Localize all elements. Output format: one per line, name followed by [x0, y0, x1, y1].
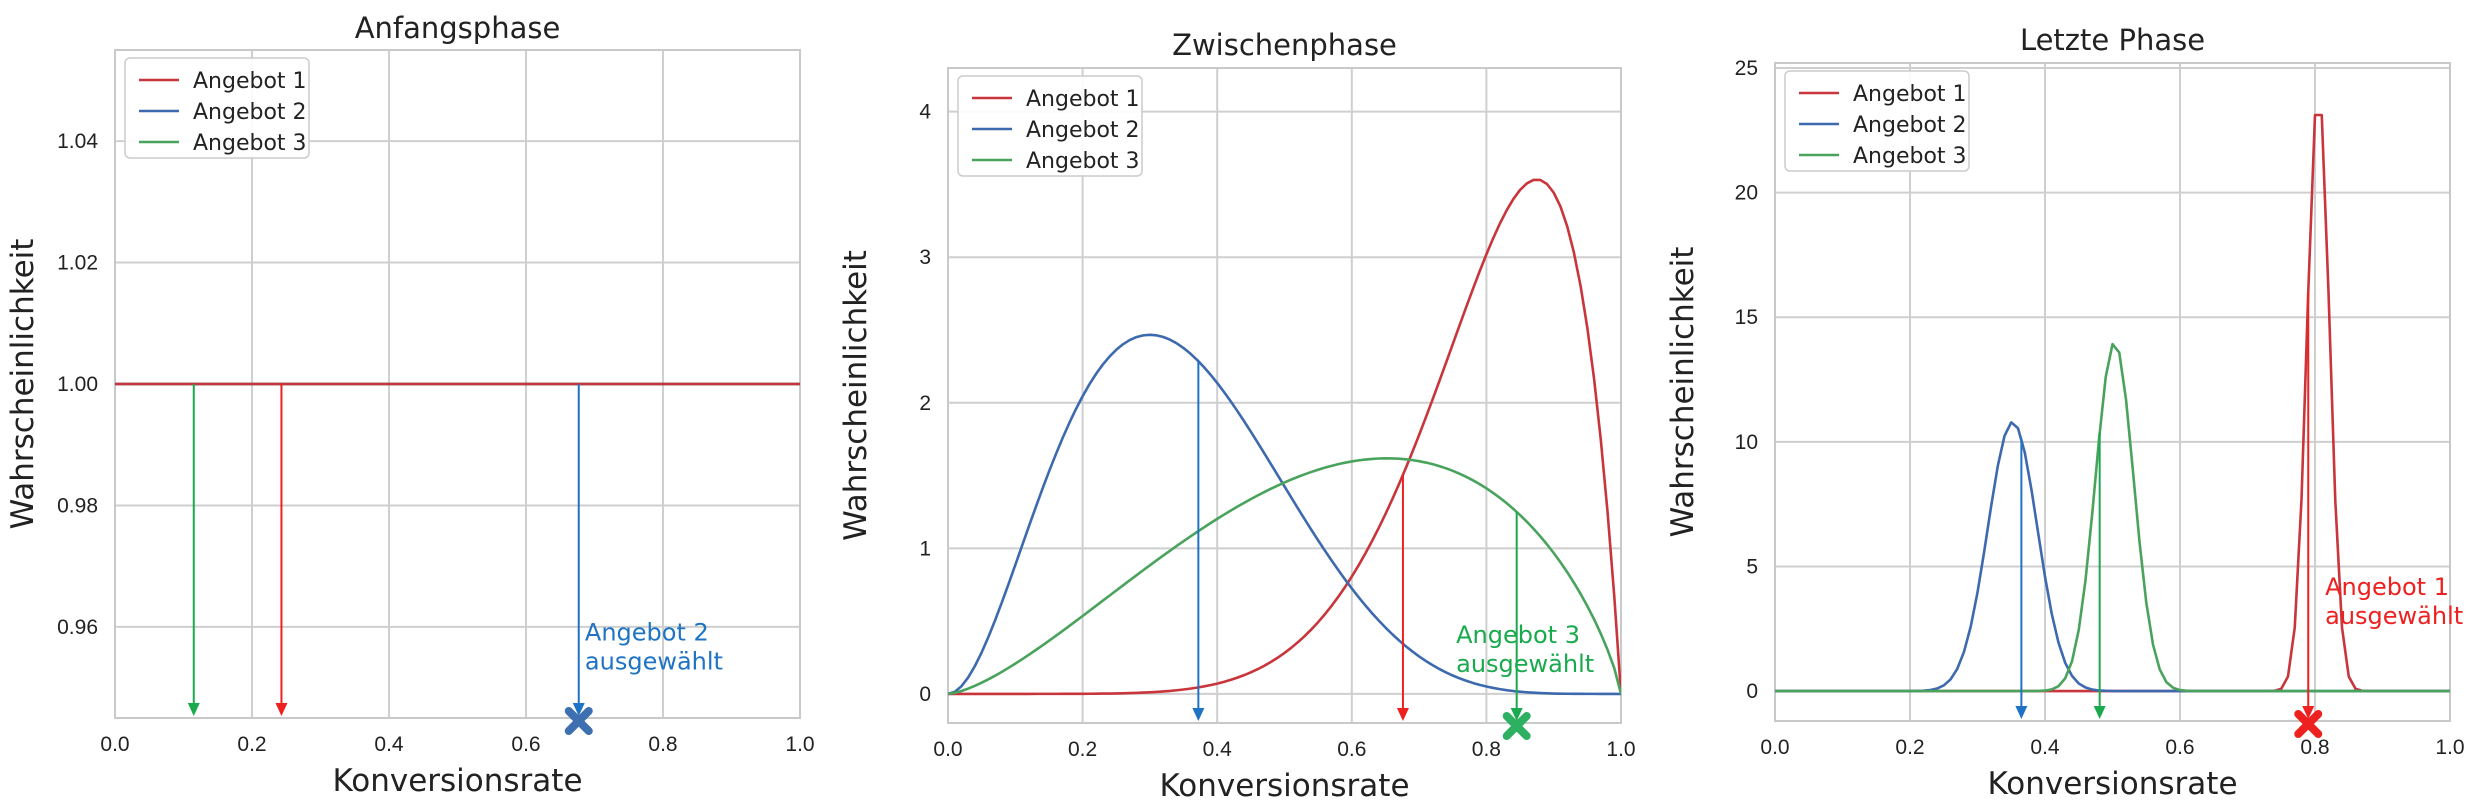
y-tick-label: 20: [1735, 182, 1758, 205]
legend-entry: Angebot 3: [193, 131, 307, 156]
x-tick-label: 0.0: [1760, 736, 1789, 759]
x-tick-label: 1.0: [1606, 738, 1635, 761]
x-tick-label: 0.2: [1895, 736, 1924, 759]
legend-box: [1784, 70, 1970, 172]
plot-frame: [1774, 62, 2451, 722]
series-group: [948, 178, 1621, 696]
legend: Angebot 1 Angebot 2 Angebot 3: [1784, 70, 1970, 172]
panel-zwischenphase: Zwischenphase Konversionsrate Wahrschein…: [838, 28, 1636, 804]
x-tick-label: 1.0: [785, 733, 814, 756]
y-tick-label: 0.98: [57, 494, 98, 517]
legend-entry: Angebot 3: [1026, 149, 1140, 174]
selection-label: ausgewählt: [2325, 602, 2463, 630]
x-tick-label: 0.4: [374, 733, 404, 756]
selected-marker-x-icon: [564, 707, 593, 735]
series-line-angebot-2: [1775, 421, 2450, 693]
x-axis-label: Konversionsrate: [1987, 766, 2237, 802]
legend-entry: Angebot 2: [193, 100, 307, 125]
legend: Angebot 1 Angebot 2 Angebot 3: [124, 57, 310, 159]
sample-arrow: [275, 703, 288, 716]
y-tick-label: 0.96: [57, 616, 98, 639]
legend-entry: Angebot 2: [1853, 113, 1967, 138]
sample-arrow: [2093, 706, 2106, 719]
selection-label: Angebot 2: [585, 618, 709, 646]
sample-arrow: [187, 703, 200, 716]
legend-entry: Angebot 3: [1853, 144, 1967, 169]
selected-marker-x-icon: [1502, 712, 1531, 740]
series-group: [1775, 113, 2450, 693]
y-tick-label: 1.00: [57, 373, 98, 396]
plot-frame: [947, 67, 1622, 724]
y-tick-label: 1.02: [57, 252, 98, 275]
panel-title: Letzte Phase: [2020, 23, 2205, 57]
sample-arrow: [2015, 706, 2028, 719]
x-tick-label: 0.4: [1203, 738, 1233, 761]
selection-label: Angebot 3: [1456, 621, 1580, 649]
y-tick-label: 2: [919, 392, 931, 415]
panel-title: Anfangsphase: [355, 11, 561, 45]
selection-label: Angebot 1: [2325, 573, 2449, 601]
x-axis-label: Konversionsrate: [1159, 768, 1409, 804]
sample-arrow: [572, 703, 585, 716]
y-tick-label: 0: [1746, 680, 1758, 703]
selection-label: ausgewählt: [585, 647, 723, 675]
x-axis-label: Konversionsrate: [332, 763, 582, 799]
panel-letzte-phase: Letzte Phase Konversionsrate Wahrscheinl…: [1665, 23, 2465, 802]
sample-arrow: [1510, 708, 1523, 721]
x-tick-label: 0.0: [933, 738, 962, 761]
x-tick-label: 0.8: [1472, 738, 1501, 761]
y-tick-label: 15: [1735, 306, 1758, 329]
x-tick-label: 0.2: [1068, 738, 1097, 761]
x-tick-label: 0.6: [2165, 736, 2194, 759]
legend: Angebot 1 Angebot 2 Angebot 3: [957, 75, 1143, 177]
y-axis-label: Wahrscheinlichkeit: [838, 250, 874, 541]
series-line-angebot-1: [948, 178, 1621, 696]
y-axis-label: Wahrscheinlichkeit: [1665, 247, 1701, 538]
x-tick-label: 1.0: [2435, 736, 2464, 759]
sample-arrow: [1396, 708, 1409, 721]
series-line-angebot-2: [948, 333, 1621, 696]
y-tick-label: 25: [1735, 57, 1758, 80]
y-tick-label: 10: [1735, 431, 1758, 454]
sample-arrow: [2302, 706, 2315, 719]
x-tick-label: 0.4: [2030, 736, 2060, 759]
y-tick-label: 1.04: [57, 130, 98, 153]
legend-box: [957, 75, 1143, 177]
x-tick-label: 0.8: [648, 733, 677, 756]
y-tick-label: 5: [1746, 555, 1758, 578]
series-line-angebot-3: [948, 457, 1621, 696]
series-line-angebot-3: [1775, 342, 2450, 693]
y-tick-label: 0: [919, 683, 931, 706]
y-axis-label: Wahrscheinlichkeit: [5, 239, 41, 530]
panel-anfangsphase: Anfangsphase Konversionsrate Wahrscheinl…: [5, 11, 815, 799]
legend-entry: Angebot 1: [193, 69, 307, 94]
legend-box: [124, 57, 310, 159]
x-tick-label: 0.2: [237, 733, 266, 756]
y-tick-label: 4: [919, 101, 931, 124]
x-tick-label: 0.0: [100, 733, 129, 756]
legend-entry: Angebot 2: [1026, 118, 1140, 143]
y-tick-label: 1: [919, 537, 931, 560]
x-tick-label: 0.6: [1337, 738, 1366, 761]
y-tick-label: 3: [919, 246, 931, 269]
x-tick-label: 0.6: [511, 733, 540, 756]
x-tick-label: 0.8: [2300, 736, 2329, 759]
legend-entry: Angebot 1: [1853, 82, 1967, 107]
selected-marker-x-icon: [2294, 710, 2323, 738]
sample-arrow: [1192, 708, 1205, 721]
selection-label: ausgewählt: [1456, 650, 1594, 678]
legend-entry: Angebot 1: [1026, 87, 1140, 112]
panel-title: Zwischenphase: [1172, 28, 1397, 62]
